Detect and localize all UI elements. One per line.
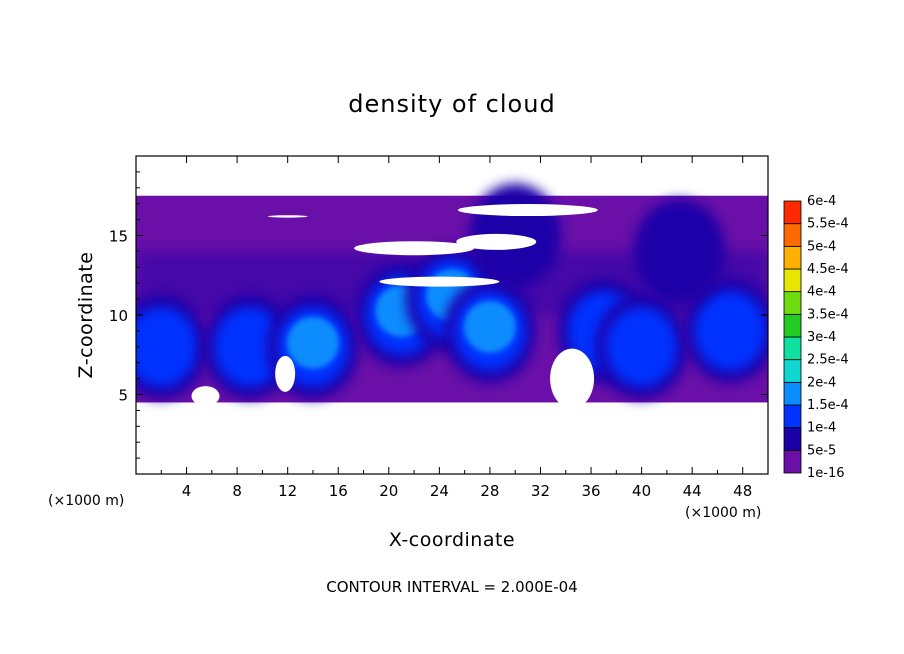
clear-gap: [457, 204, 598, 217]
x-axis-ticks: 4 8 12 16 20 24 28 32 36 40 44 48: [160, 156, 752, 500]
colorbar-label: 6e-4: [807, 194, 836, 209]
colorbar-swatch: [783, 200, 802, 225]
y-tick-label: 15: [109, 228, 128, 246]
cloud-cell: [633, 199, 726, 304]
x-tick-label: 44: [683, 482, 702, 500]
x-tick-label: 28: [480, 482, 499, 500]
cloud-cell: [684, 278, 768, 383]
colorbar-swatch: [783, 404, 802, 429]
clear-gap: [275, 355, 296, 392]
colorbar-label: 1e-16: [807, 466, 845, 481]
cloud-cell: [595, 294, 688, 399]
cloud-cell: [443, 278, 536, 383]
x-tick-label: 36: [581, 482, 600, 500]
colorbar-label: 1.5e-4: [807, 398, 849, 413]
colorbar-label: 4.5e-4: [807, 262, 849, 277]
x-tick-label: 4: [182, 482, 192, 500]
colorbar-label: 5.5e-4: [807, 217, 849, 232]
y-tick-label: 10: [109, 307, 128, 325]
colorbar-swatch: [783, 427, 802, 451]
cloud-cell: [136, 294, 208, 399]
y-axis-label: Z-coordinate: [75, 252, 97, 379]
colorbar: 1e-16 5e-5 1e-4 1.5e-4 2e-4 2.5e-4 3e-4 3.5e-4 4…: [783, 194, 849, 481]
x-tick-label: 24: [430, 482, 449, 500]
x-axis-label: X-coordinate: [389, 529, 515, 551]
colorbar-swatch: [783, 336, 802, 361]
x-tick-label: 40: [632, 482, 651, 500]
colorbar-label: 2e-4: [807, 375, 836, 390]
colorbar-label: 2.5e-4: [807, 353, 849, 368]
colorbar-swatch: [783, 359, 802, 383]
x-units-left: (×1000 m): [48, 493, 124, 509]
colorbar-swatch: [783, 268, 802, 293]
colorbar-swatch: [783, 381, 802, 406]
colorbar-swatch: [783, 291, 802, 315]
colorbar-swatch: [783, 223, 802, 247]
colorbar-label: 3e-4: [807, 330, 836, 345]
colorbar-swatch: [783, 449, 802, 474]
x-tick-label: 12: [278, 482, 297, 500]
x-tick-label: 8: [232, 482, 242, 500]
y-tick-label: 5: [118, 387, 128, 405]
chart-title: density of cloud: [348, 90, 555, 118]
clear-gap: [354, 241, 475, 256]
clear-gap: [191, 386, 220, 407]
colorbar-label: 5e-4: [807, 239, 836, 254]
cloud-cell: [203, 294, 296, 399]
colorbar-label: 1e-4: [807, 421, 836, 436]
clear-gap: [550, 348, 595, 409]
x-tick-label: 48: [733, 482, 752, 500]
colorbar-label: 4e-4: [807, 285, 836, 300]
colorbar-label: 3.5e-4: [807, 307, 849, 322]
x-tick-label: 16: [329, 482, 348, 500]
x-tick-label: 32: [531, 482, 550, 500]
clear-gap: [379, 276, 500, 287]
x-units-right: (×1000 m): [685, 505, 761, 521]
clear-gap: [456, 233, 537, 250]
cloud-field: [136, 156, 768, 474]
contour-interval-note: CONTOUR INTERVAL = 2.000E-04: [326, 578, 577, 596]
colorbar-label: 5e-5: [807, 443, 836, 458]
y-axis-ticks: 5 10 15: [109, 171, 768, 459]
clear-gap: [267, 215, 308, 218]
x-tick-label: 20: [379, 482, 398, 500]
colorbar-swatch: [783, 245, 802, 270]
colorbar-swatch: [783, 313, 802, 338]
